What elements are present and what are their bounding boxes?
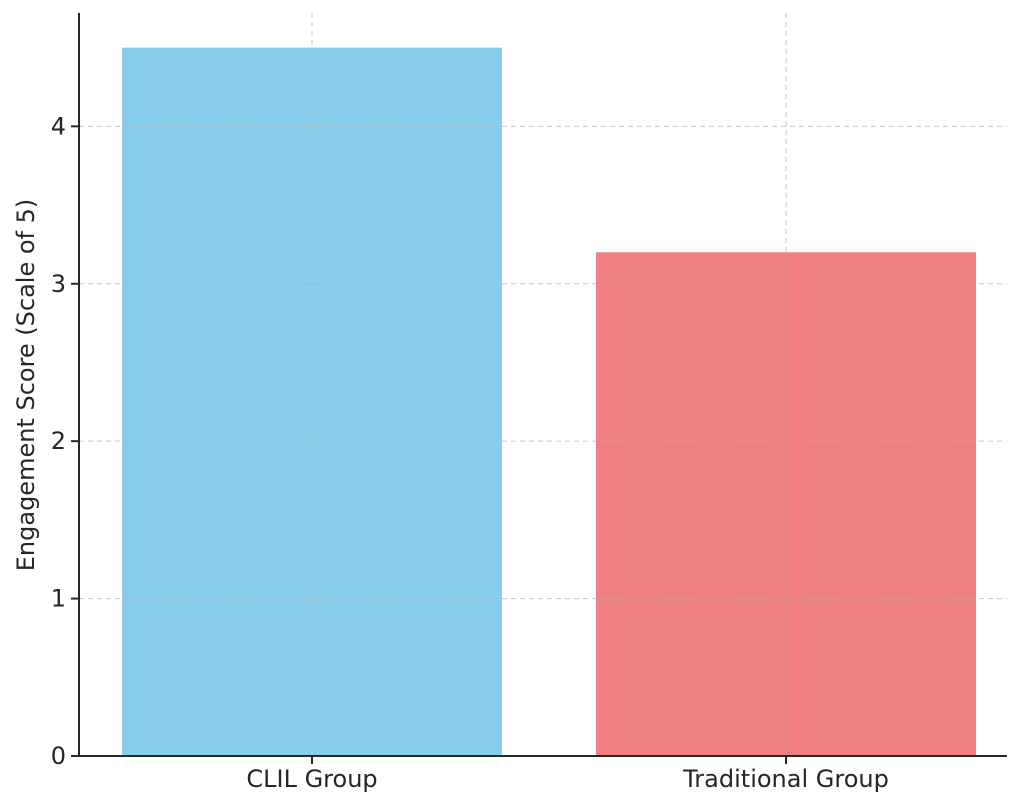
tick-labels: 0 1 2 3 4 CLIL Group Traditional Group [51, 112, 889, 793]
y-axis-title: Engagement Score (Scale of 5) [12, 199, 40, 572]
bars [122, 47, 976, 757]
x-tick-label: Traditional Group [682, 765, 889, 793]
grid-lines [79, 13, 1007, 756]
y-tick-label: 1 [51, 585, 66, 613]
x-tick-label: CLIL Group [246, 765, 377, 793]
y-tick-label: 3 [51, 270, 66, 298]
y-tick-label: 0 [51, 742, 66, 770]
axes [71, 13, 1007, 764]
y-tick-label: 4 [51, 112, 66, 140]
y-tick-label: 2 [51, 427, 66, 455]
